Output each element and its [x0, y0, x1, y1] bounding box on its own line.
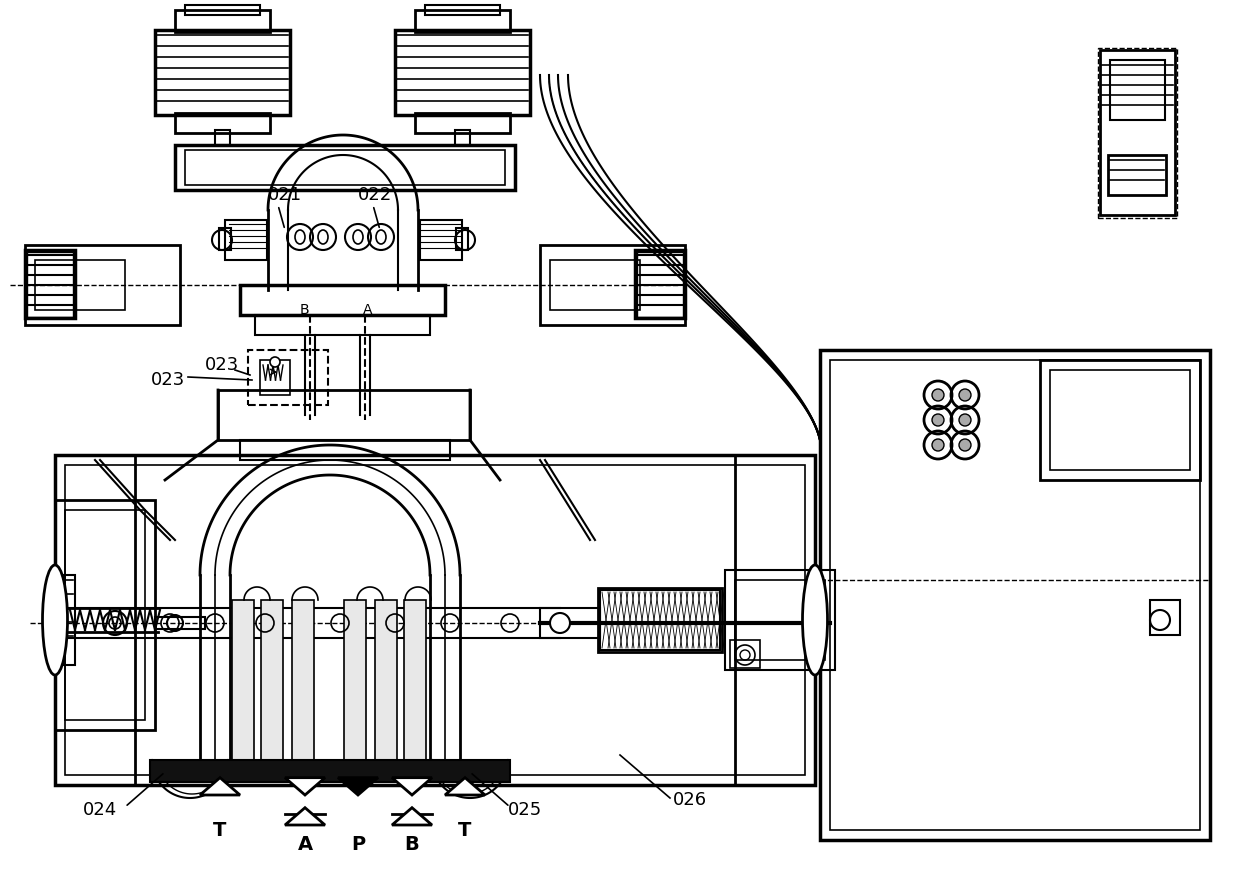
Bar: [1040, 360, 1200, 480]
Text: T: T: [459, 821, 471, 839]
Bar: [215, 130, 229, 145]
Bar: [735, 455, 815, 785]
Bar: [551, 260, 640, 310]
Ellipse shape: [42, 565, 67, 675]
Bar: [35, 260, 125, 310]
Bar: [185, 5, 260, 15]
Bar: [25, 245, 180, 325]
Text: 021: 021: [268, 186, 303, 204]
Bar: [415, 113, 510, 133]
Bar: [175, 145, 515, 190]
Circle shape: [959, 389, 971, 401]
Polygon shape: [392, 808, 432, 825]
Bar: [255, 315, 430, 335]
Bar: [374, 600, 397, 775]
Bar: [224, 220, 267, 260]
Bar: [150, 760, 510, 782]
Polygon shape: [285, 808, 325, 825]
Bar: [830, 360, 1200, 830]
Bar: [219, 228, 231, 250]
Bar: [232, 600, 254, 775]
Bar: [185, 150, 505, 185]
Polygon shape: [392, 778, 432, 795]
Polygon shape: [339, 778, 378, 795]
Circle shape: [270, 357, 280, 367]
Bar: [55, 500, 155, 730]
Bar: [241, 285, 445, 315]
Bar: [55, 575, 74, 665]
Bar: [248, 350, 329, 405]
Bar: [425, 5, 500, 15]
Bar: [1149, 600, 1180, 635]
Bar: [155, 30, 290, 115]
Bar: [539, 608, 600, 638]
Circle shape: [959, 439, 971, 451]
Bar: [175, 113, 270, 133]
Bar: [260, 600, 283, 775]
Bar: [730, 640, 760, 668]
Text: B: B: [404, 836, 419, 854]
Text: 023: 023: [151, 371, 185, 389]
Text: 023: 023: [205, 356, 239, 374]
Bar: [635, 250, 684, 318]
Text: 026: 026: [673, 791, 707, 809]
Bar: [539, 245, 684, 325]
Text: 024: 024: [83, 801, 117, 819]
Polygon shape: [285, 778, 325, 795]
Bar: [175, 10, 270, 32]
Bar: [25, 250, 74, 318]
Bar: [396, 30, 529, 115]
Circle shape: [932, 439, 944, 451]
Text: A: A: [363, 303, 373, 317]
Bar: [55, 455, 815, 785]
Text: 022: 022: [358, 186, 392, 204]
Bar: [404, 600, 427, 775]
Bar: [155, 617, 205, 629]
Bar: [420, 220, 463, 260]
Text: B: B: [299, 303, 309, 317]
Circle shape: [932, 414, 944, 426]
Ellipse shape: [802, 565, 827, 675]
Polygon shape: [200, 778, 241, 795]
Bar: [64, 465, 805, 775]
Bar: [455, 130, 470, 145]
Bar: [27, 252, 73, 317]
Bar: [725, 570, 835, 670]
Polygon shape: [445, 778, 485, 795]
Bar: [241, 440, 450, 460]
Circle shape: [959, 414, 971, 426]
Bar: [1109, 155, 1166, 195]
Bar: [820, 350, 1210, 840]
Bar: [1097, 48, 1177, 218]
Bar: [291, 600, 314, 775]
Bar: [456, 228, 467, 250]
Bar: [735, 580, 825, 660]
Text: P: P: [351, 836, 365, 854]
Bar: [343, 600, 366, 775]
Bar: [218, 390, 470, 440]
Bar: [1110, 60, 1166, 120]
Bar: [64, 510, 145, 720]
Circle shape: [551, 613, 570, 633]
Circle shape: [932, 389, 944, 401]
Bar: [415, 10, 510, 32]
Bar: [260, 360, 290, 395]
Bar: [55, 455, 135, 785]
Bar: [637, 252, 683, 317]
Text: A: A: [298, 836, 312, 854]
Text: 025: 025: [508, 801, 542, 819]
Text: T: T: [213, 821, 227, 839]
Bar: [598, 588, 722, 652]
Bar: [1050, 370, 1190, 470]
Bar: [600, 590, 720, 650]
Bar: [1100, 50, 1176, 215]
